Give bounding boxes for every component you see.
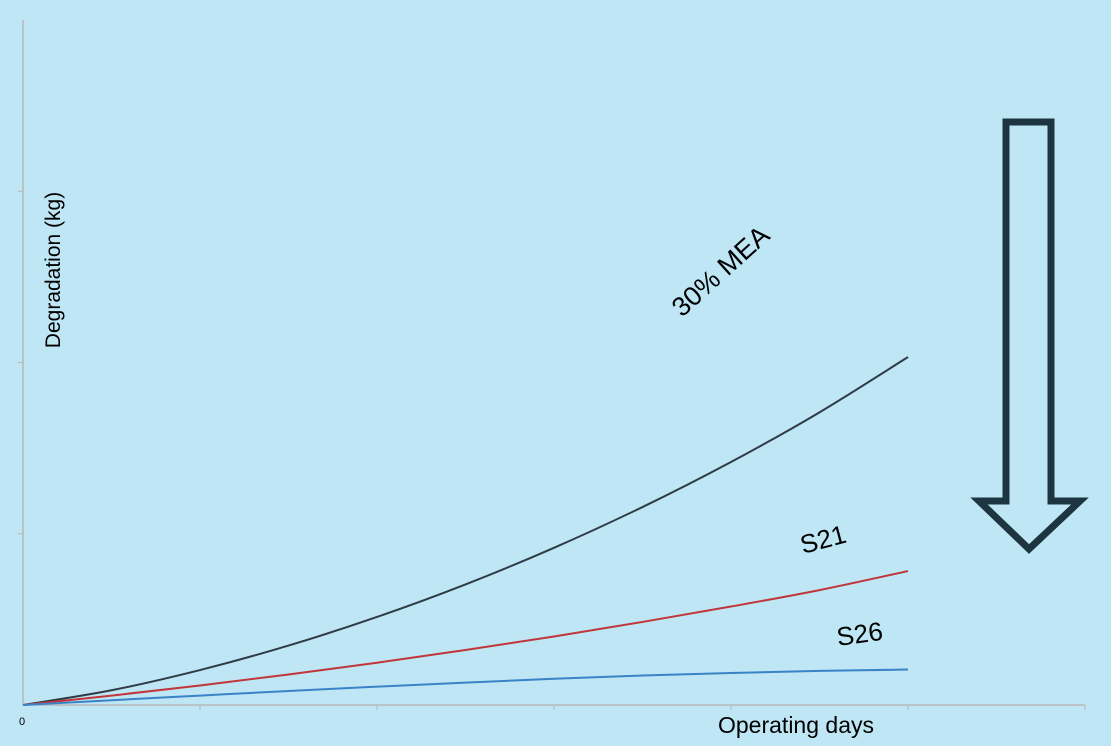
axes <box>18 20 1086 710</box>
series-line-30-mea <box>22 356 909 706</box>
down-arrow-icon <box>970 118 1089 554</box>
y-axis-label: Degradation (kg) <box>42 192 65 348</box>
series-line-s26 <box>22 668 909 706</box>
series-line-s21 <box>22 570 909 706</box>
series-layer <box>22 356 909 706</box>
x-tick-label-0: 0 <box>19 716 25 728</box>
x-axis-label: Operating days <box>718 712 874 738</box>
axis-ticks <box>18 190 1086 710</box>
series-label-s26: S26 <box>835 616 885 652</box>
